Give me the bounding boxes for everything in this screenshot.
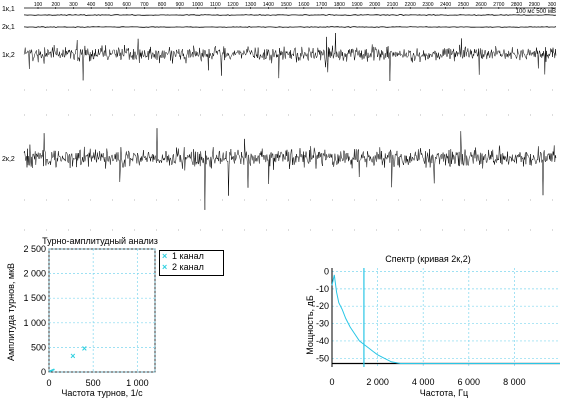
ruler-tick-label: 2600	[476, 2, 487, 8]
spectrum-ylabel: Мощность, дБ	[305, 295, 315, 355]
ruler-tick-label: 2900	[529, 2, 540, 8]
ruler-tick-label: 1300	[245, 2, 256, 8]
ruler-tick-label: 1100	[210, 2, 221, 8]
scatter-ytick-label: 1 000	[23, 318, 46, 328]
ruler-tick-label: 2100	[387, 2, 398, 8]
ruler-tick-label: 1800	[334, 2, 345, 8]
spectrum-xtick-label: 4 000	[412, 377, 435, 387]
scatter-ytick-label: 500	[31, 342, 46, 352]
ruler-tick-label: 2500	[458, 2, 469, 8]
ruler-tick-label: 400	[87, 2, 96, 8]
scatter-point-series-2: ×	[82, 343, 87, 353]
spectrum-ytick-label: -30	[316, 319, 329, 329]
spectrum-chart: Спектр (кривая 2к,2) Мощность, дБ Частот…	[305, 254, 560, 398]
spectrum-ytick-label: -20	[316, 301, 329, 311]
channel-label-1: 1к,1	[2, 6, 15, 13]
scatter-point-cluster	[52, 368, 55, 371]
channel-label-4: 2к,2	[2, 156, 15, 163]
spectrum-ytick-label: -50	[316, 353, 329, 363]
ruler-tick-label: 200	[52, 2, 61, 8]
signal-traces[interactable]	[23, 14, 557, 231]
time-ruler: 100 200 300 400 500 600 700 800 900 1000 1100 1200 1…	[24, 2, 556, 15]
spectrum-ytick-label: -40	[316, 336, 329, 346]
scatter-xlabel: Частота турнов, 1/с	[61, 388, 143, 398]
legend-label: 2 канал	[172, 262, 204, 272]
spectrum-xlabel: Частота, Гц	[420, 388, 468, 398]
scatter-title: Турно-амплитудный анализ	[42, 236, 158, 246]
spectrum-xtick-label: 6 000	[458, 377, 481, 387]
ruler-tick-label: 1900	[351, 2, 362, 8]
spectrum-xtick-label: 0	[329, 377, 334, 387]
ruler-tick-label: 900	[176, 2, 185, 8]
spectrum-title: Спектр (кривая 2к,2)	[385, 254, 471, 264]
ruler-tick-label: 2400	[440, 2, 451, 8]
ruler-tick-label: 1400	[263, 2, 274, 8]
scatter-ylabel: Амплитуда турнов, мкВ	[6, 263, 16, 361]
spectrum-xtick-label: 2 000	[366, 377, 389, 387]
ruler-tick-label: 500	[105, 2, 114, 8]
ruler-tick-label: 700	[140, 2, 149, 8]
ruler-tick-label: 100	[34, 2, 43, 8]
ruler-tick-label: 300	[548, 2, 557, 8]
channel-label-3: 1к,2	[2, 52, 15, 59]
cross-marker-icon: ×	[162, 262, 168, 272]
scatter-ytick-label: 2 000	[23, 269, 46, 279]
trace-channel-3	[23, 32, 557, 82]
scatter-xtick-label: 500	[86, 378, 101, 388]
turn-amplitude-chart: Турно-амплитудный анализ Амплитуда турно…	[6, 236, 158, 398]
ruler-tick-label: 1700	[316, 2, 327, 8]
scatter-point-series-1: ×	[70, 351, 75, 361]
trace-channel-4	[23, 128, 557, 210]
ruler-tick-label: 2800	[511, 2, 522, 8]
ruler-tick-label: 2200	[405, 2, 416, 8]
legend-item-channel-2: × 2 канал	[160, 262, 223, 273]
channel-label-2: 2к,1	[2, 24, 15, 31]
legend-item-channel-1: × 1 канал	[160, 251, 223, 262]
spectrum-line	[331, 274, 560, 364]
ruler-tick-label: 600	[122, 2, 131, 8]
ruler-tick-label: 1600	[298, 2, 309, 8]
spectrum-ytick-label: -10	[316, 284, 329, 294]
scatter-ytick-label: 1 500	[23, 293, 46, 303]
cross-marker-icon: ×	[162, 251, 168, 261]
ruler-tick-label: 1000	[192, 2, 203, 8]
time-scale-label: 100 мс 500 мВ	[516, 9, 556, 15]
scatter-legend: × 1 канал × 2 канал	[159, 250, 224, 276]
ruler-tick-label: 2000	[369, 2, 380, 8]
scatter-ytick-label: 2 500	[23, 244, 46, 254]
trace-channel-2	[23, 26, 557, 28]
ruler-tick-label: 2700	[493, 2, 504, 8]
spectrum-ytick-label: 0	[324, 266, 329, 276]
ruler-tick-label: 1500	[281, 2, 292, 8]
scatter-xtick-label: 1 000	[126, 378, 149, 388]
scatter-xtick-label: 0	[46, 378, 51, 388]
legend-label: 1 канал	[172, 251, 204, 261]
ruler-tick-label: 1200	[227, 2, 238, 8]
ruler-tick-label: 2300	[422, 2, 433, 8]
ruler-tick-label: 800	[158, 2, 167, 8]
trace-channel-1	[23, 14, 557, 17]
scatter-ytick-label: 0	[41, 367, 46, 377]
spectrum-xtick-label: 8 000	[503, 377, 526, 387]
ruler-tick-label: 300	[69, 2, 78, 8]
scatter-plot-area	[48, 248, 156, 373]
